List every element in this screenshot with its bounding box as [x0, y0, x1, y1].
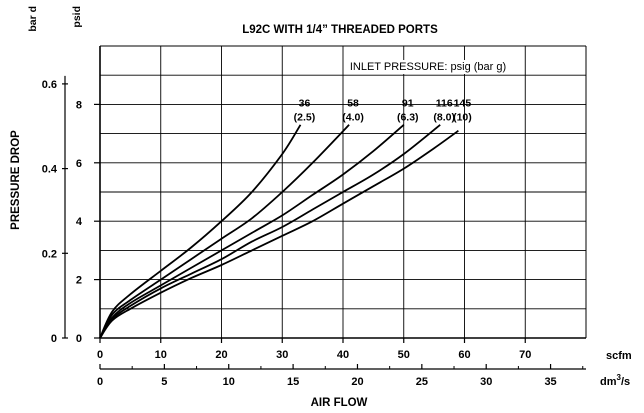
psid-tick-label: 4	[76, 216, 83, 228]
scfm-tick-label: 0	[97, 349, 103, 361]
series-label-bar: (4.0)	[342, 111, 364, 123]
tick-labels: 0 2 4 6 8 0 0.2 0.4 0.6 0 10 20 30 40 50 60 70 0 5 10 15 20 25…	[42, 79, 584, 388]
series-curve-36	[99, 124, 302, 339]
scfm-tick-label: 20	[215, 349, 227, 361]
scfm-tick-label: 30	[276, 349, 288, 361]
dm3s-tick-label: 30	[480, 376, 492, 388]
series-label-bar: (8.0)	[433, 111, 455, 123]
scfm-tick-label: 10	[155, 349, 167, 361]
dm3s-tick-label: 5	[161, 376, 167, 388]
series-curve-116	[99, 124, 441, 339]
x-axis-label: AIR FLOW	[311, 397, 368, 409]
psid-tick-label: 0	[76, 333, 82, 345]
dm3s-tick-label: 0	[97, 376, 103, 388]
bar-tick-label: 0.2	[42, 248, 57, 260]
dm3s-tick-label: 35	[544, 376, 556, 388]
y-units-psid: psid	[71, 6, 83, 28]
series-label-bar: (6.3)	[397, 111, 419, 123]
bar-tick-label: 0.6	[42, 79, 57, 91]
y-axis-label: PRESSURE DROP	[10, 130, 22, 230]
series-curve-145	[99, 129, 459, 339]
series-label-psig: 36	[299, 97, 311, 109]
x-units-dm3s-exp: 3	[617, 373, 622, 382]
dm3s-tick-label: 15	[287, 376, 299, 388]
axes	[64, 45, 587, 370]
series-curve-91	[99, 124, 405, 339]
series-label-psig: 91	[402, 97, 414, 109]
scfm-tick-label: 70	[519, 349, 531, 361]
x-units-dm3s-tail: /s	[621, 376, 630, 388]
bar-tick-label: 0	[51, 333, 57, 345]
x-units-dm3s: dm3/s	[600, 373, 630, 388]
series-label-psig: 116	[436, 97, 453, 109]
chart-title: L92C WITH 1/4” THREADED PORTS	[242, 24, 438, 36]
psid-tick-label: 8	[76, 99, 82, 111]
scfm-tick-label: 40	[337, 349, 349, 361]
psid-tick-label: 2	[76, 275, 82, 287]
legend-title: INLET PRESSURE: psig (bar g)	[350, 61, 506, 73]
series-label-psig: 145	[454, 97, 472, 109]
series-label-psig: 58	[347, 97, 359, 109]
legend: 36 (2.5) 58 (4.0) 91 (6.3) 116 (8.0) 145 (10) INLE…	[294, 60, 511, 123]
dm3s-tick-label: 10	[223, 376, 235, 388]
scfm-tick-label: 50	[398, 349, 410, 361]
x-units-dm3s-base: dm	[600, 376, 617, 388]
series-label-bar: (2.5)	[294, 111, 316, 123]
x-units-scfm: scfm	[606, 350, 632, 362]
bar-tick-label: 0.4	[42, 164, 58, 176]
legend-title-bg	[345, 60, 511, 74]
dm3s-tick-label: 20	[351, 376, 363, 388]
series-curve-58	[99, 124, 350, 339]
dm3s-tick-label: 25	[416, 376, 428, 388]
y-units-bar: bar d	[27, 6, 39, 32]
series-label-bar: (10)	[453, 111, 472, 123]
scfm-tick-label: 60	[458, 349, 470, 361]
psid-tick-label: 6	[76, 158, 82, 170]
series-curves	[99, 124, 459, 339]
